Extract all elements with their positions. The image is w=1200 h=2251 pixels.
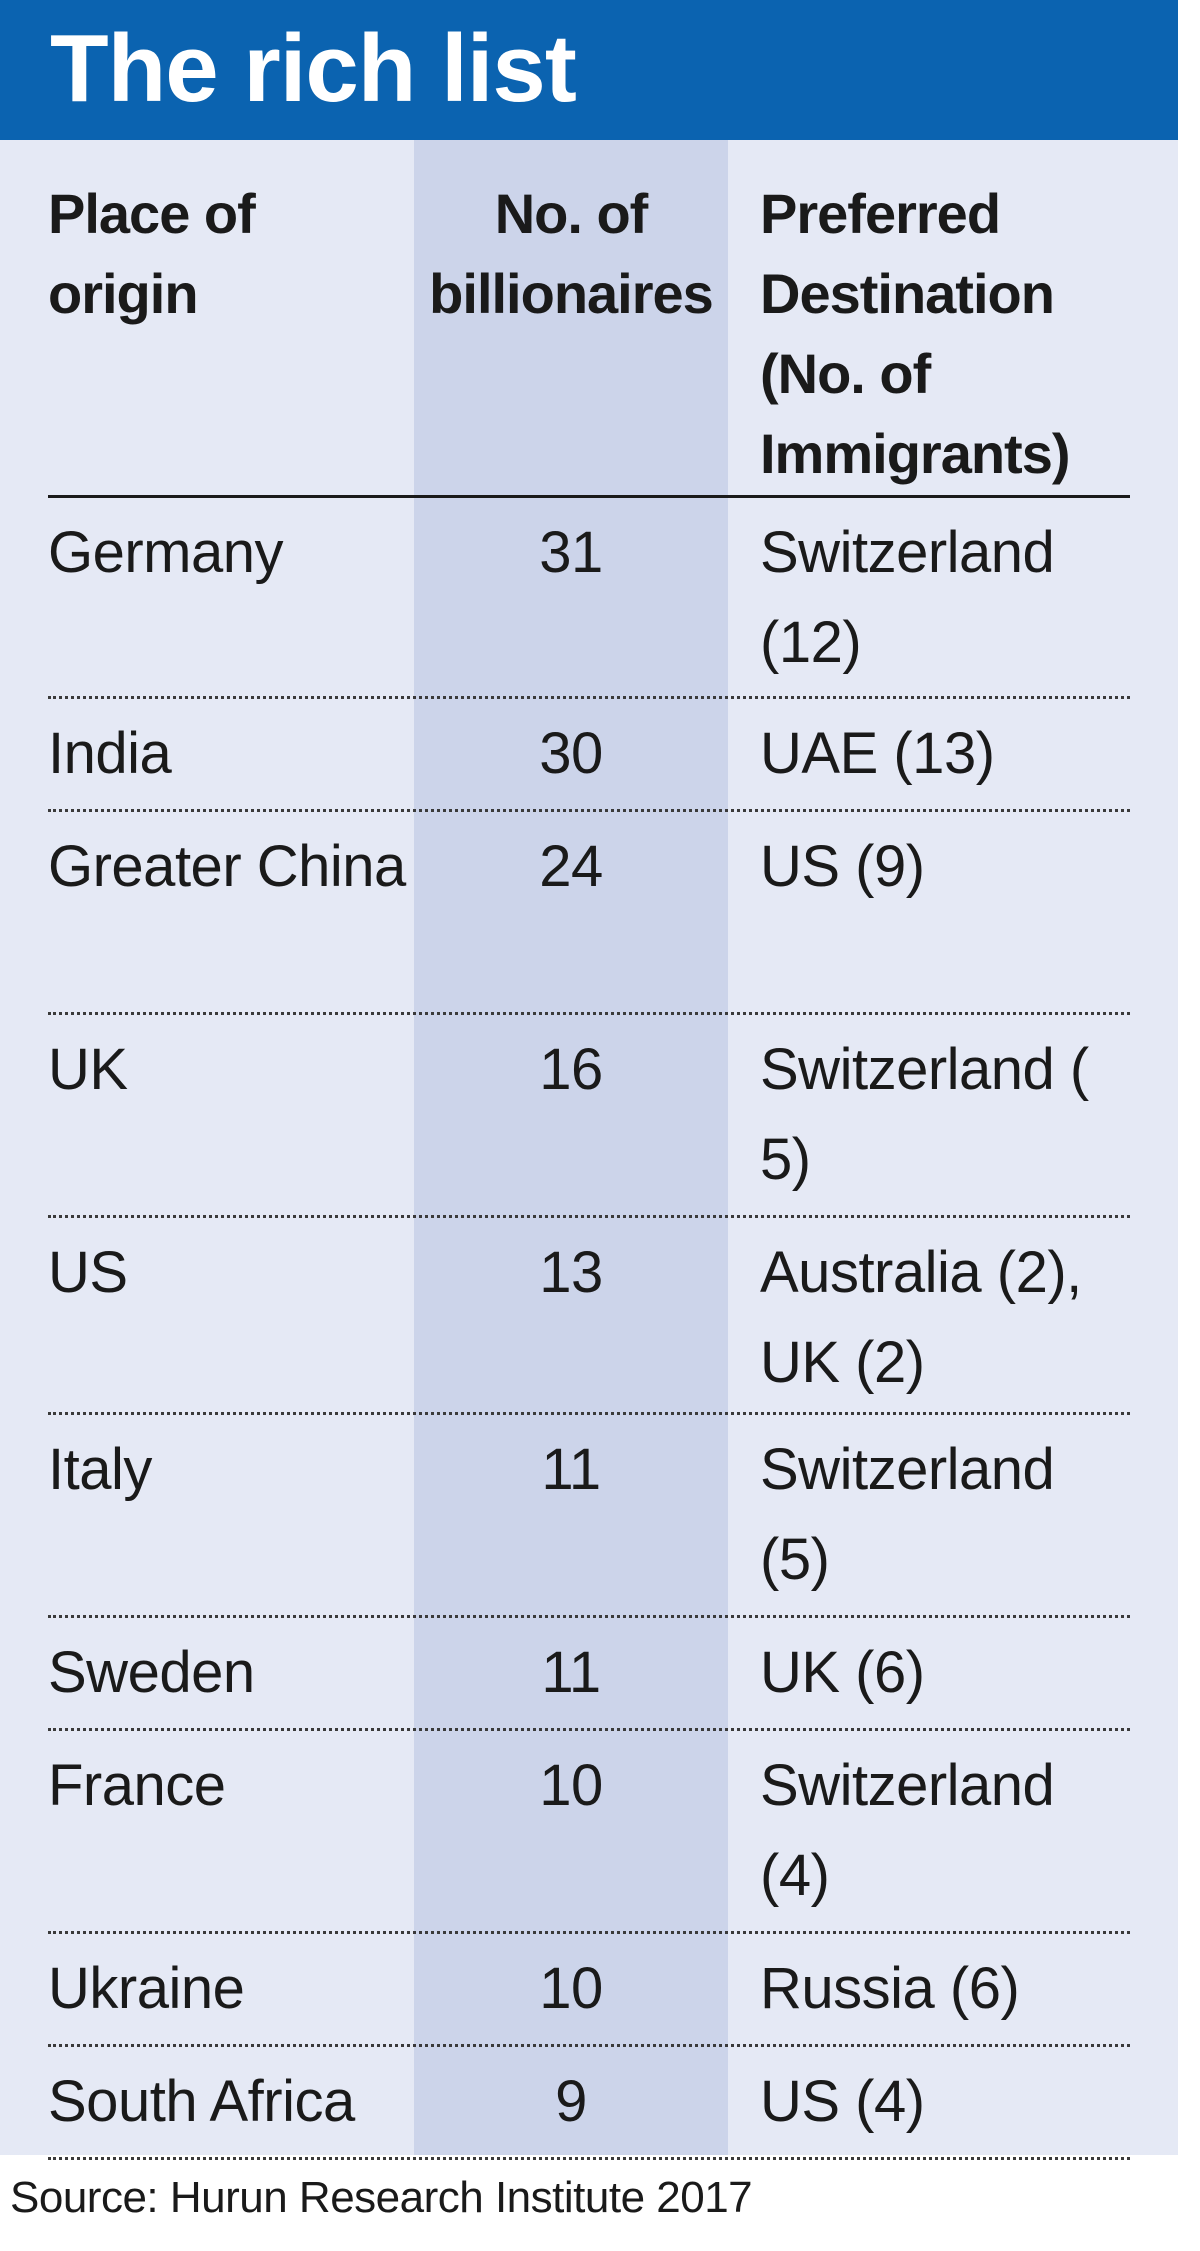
- destination-cell: US (9): [760, 834, 925, 899]
- table-row: India 30 UAE (13): [48, 699, 1130, 812]
- origin-cell: US: [48, 1240, 128, 1305]
- rich-list-table: Place of origin No. of billionaires Pref…: [48, 140, 1130, 2160]
- billionaires-cell: 11: [541, 1640, 601, 1705]
- destination-cell: UK (6): [760, 1640, 925, 1705]
- table-row: Germany 31 Switzerland (12): [48, 498, 1130, 699]
- origin-cell: South Africa: [48, 2069, 355, 2134]
- table-row: France 10 Switzerland (4): [48, 1731, 1130, 1934]
- table-row: Italy 11 Switzerland (5): [48, 1415, 1130, 1618]
- table-row: US 13 Australia (2), UK (2): [48, 1218, 1130, 1415]
- billionaires-cell: 9: [555, 2069, 587, 2134]
- origin-cell: Sweden: [48, 1640, 255, 1705]
- origin-cell: Italy: [48, 1437, 152, 1502]
- billionaires-column-highlight: [414, 140, 728, 2155]
- destination-cell: UAE (13): [760, 721, 995, 786]
- table-row: Ukraine 10 Russia (6): [48, 1934, 1130, 2047]
- billionaires-cell: 10: [539, 1956, 603, 2021]
- billionaires-cell: 16: [539, 1037, 603, 1102]
- destination-cell: Switzerland (4): [760, 1753, 1055, 1908]
- origin-cell: Ukraine: [48, 1956, 245, 2021]
- table-panel: Place of origin No. of billionaires Pref…: [0, 140, 1178, 2160]
- chart-title: The rich list: [50, 15, 577, 122]
- table-row: Greater China 24 US (9): [48, 812, 1130, 1015]
- destination-cell: Switzerland (12): [760, 520, 1055, 675]
- billionaires-cell: 11: [541, 1437, 601, 1502]
- table-header: Place of origin No. of billionaires Pref…: [48, 140, 1130, 498]
- origin-cell: Greater China: [48, 834, 406, 899]
- title-bar: The rich list: [0, 0, 1178, 140]
- billionaires-cell: 31: [539, 520, 603, 585]
- origin-cell: Germany: [48, 520, 284, 585]
- destination-cell: Australia (2), UK (2): [760, 1240, 1082, 1395]
- table-body: Germany 31 Switzerland (12) India 30 UAE (13)…: [48, 498, 1130, 2160]
- origin-cell: India: [48, 721, 172, 786]
- origin-cell: UK: [48, 1037, 128, 1102]
- destination-cell: Russia (6): [760, 1956, 1020, 2021]
- billionaires-cell: 24: [539, 834, 603, 899]
- column-header-destination: Preferred Destination (No. of Immigrants…: [760, 182, 1071, 485]
- billionaires-cell: 30: [539, 721, 603, 786]
- billionaires-cell: 10: [539, 1753, 603, 1818]
- destination-cell: US (4): [760, 2069, 925, 2134]
- column-header-billionaires: No. of billionaires: [429, 182, 714, 325]
- table-row: UK 16 Switzerland ( 5): [48, 1015, 1130, 1218]
- column-header-origin: Place of origin: [48, 182, 256, 325]
- source-note: Source: Hurun Research Institute 2017: [10, 2173, 753, 2222]
- table-row: South Africa 9 US (4): [48, 2047, 1130, 2160]
- origin-cell: France: [48, 1753, 226, 1818]
- billionaires-cell: 13: [539, 1240, 603, 1305]
- table-row: Sweden 11 UK (6): [48, 1618, 1130, 1731]
- destination-cell: Switzerland (5): [760, 1437, 1055, 1592]
- destination-cell: Switzerland ( 5): [760, 1037, 1089, 1192]
